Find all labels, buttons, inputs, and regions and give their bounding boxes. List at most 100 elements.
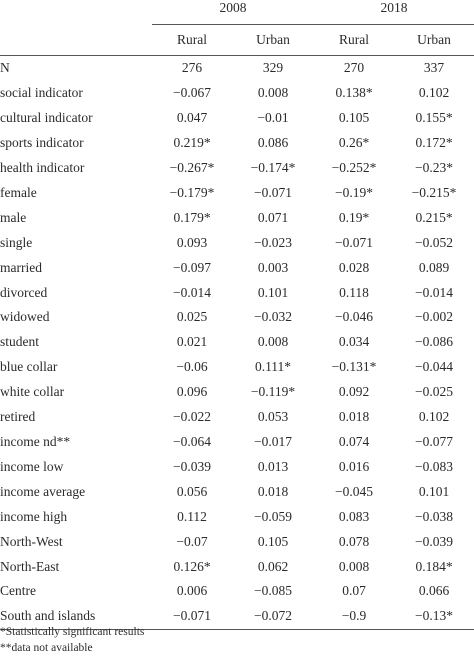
year-2018-header: 2018 bbox=[314, 0, 474, 26]
table-cell: −0.046 bbox=[335, 309, 373, 325]
table-row: single 0.093 −0.023 −0.071 −0.052 bbox=[0, 231, 474, 256]
row-label: income high bbox=[0, 508, 68, 524]
table-cell: 0.219* bbox=[173, 135, 211, 151]
table-row: blue collar −0.06 0.111* −0.131* −0.044 bbox=[0, 355, 474, 380]
row-label: student bbox=[0, 334, 39, 350]
table-row: social indicator −0.067 0.008 0.138* 0.102 bbox=[0, 81, 474, 106]
row-label: South and islands bbox=[0, 604, 152, 631]
table-cell: 0.021 bbox=[176, 334, 208, 350]
table-row: student 0.021 0.008 0.034 −0.086 bbox=[0, 330, 474, 355]
table-row: income low −0.039 0.013 0.016 −0.083 bbox=[0, 455, 474, 480]
table-row: married −0.097 0.003 0.028 0.089 bbox=[0, 256, 474, 281]
year-header-row: 2008 2018 bbox=[0, 0, 474, 26]
table-cell: 0.003 bbox=[257, 259, 289, 275]
row-label: cultural indicator bbox=[0, 110, 93, 126]
table-cell: 0.105 bbox=[338, 110, 370, 126]
table-cell: 0.008 bbox=[257, 334, 289, 350]
row-label: Centre bbox=[0, 583, 36, 599]
table-cell: −0.038 bbox=[415, 508, 453, 524]
table-notes: *Statistically significant results **dat… bbox=[0, 624, 144, 656]
table-cell: 0.102 bbox=[418, 85, 450, 101]
table-cell: −0.06 bbox=[176, 359, 208, 375]
table-cell: 0.26* bbox=[338, 135, 370, 151]
table-cell: 0.086 bbox=[257, 135, 289, 151]
table-row: cultural indicator 0.047 −0.01 0.105 0.155* bbox=[0, 106, 474, 131]
table-cell: 0.096 bbox=[176, 384, 208, 400]
table-cell: −0.039 bbox=[173, 458, 211, 474]
table-cell: 276 bbox=[181, 60, 203, 76]
table-row: income nd** −0.064 −0.017 0.074 −0.077 bbox=[0, 430, 474, 455]
correlation-table-container: 2008 2018 Rural Urban Rural Urban N 276 32… bbox=[0, 0, 474, 631]
table-cell: 0.028 bbox=[338, 259, 370, 275]
table-cell: 0.092 bbox=[338, 384, 370, 400]
table-cell: 0.138* bbox=[335, 85, 373, 101]
row-label: income low bbox=[0, 458, 64, 474]
table-cell: −0.045 bbox=[335, 483, 373, 499]
table-cell: 0.066 bbox=[418, 583, 450, 599]
table-cell: −0.002 bbox=[415, 309, 453, 325]
table-cell: 0.034 bbox=[338, 334, 370, 350]
table-row: North-West −0.07 0.105 0.078 −0.039 bbox=[0, 530, 474, 555]
row-label: retired bbox=[0, 409, 36, 425]
table-row: male 0.179* 0.071 0.19* 0.215* bbox=[0, 206, 474, 231]
table-cell: 0.078 bbox=[338, 533, 370, 549]
row-label: female bbox=[0, 184, 37, 200]
table-cell: 0.155* bbox=[415, 110, 453, 126]
table-cell: −0.086 bbox=[415, 334, 453, 350]
row-label: North-West bbox=[0, 533, 63, 549]
table-cell: −0.044 bbox=[415, 359, 453, 375]
table-cell: −0.022 bbox=[173, 409, 211, 425]
row-label: income nd** bbox=[0, 433, 71, 449]
table-cell: 0.053 bbox=[257, 409, 289, 425]
data-not-available-note: **data not available bbox=[0, 642, 93, 654]
table-cell: −0.059 bbox=[254, 508, 292, 524]
table-cell: 0.008 bbox=[257, 85, 289, 101]
table-cell: 0.013 bbox=[257, 458, 289, 474]
table-cell: 0.111* bbox=[254, 359, 292, 375]
table-cell: 329 bbox=[262, 60, 284, 76]
column-header-2018-urban: Urban bbox=[394, 24, 474, 57]
table-cell: −0.071 bbox=[335, 234, 373, 250]
significance-note: *Statistically significant results bbox=[0, 626, 145, 638]
table-cell: 337 bbox=[423, 60, 445, 76]
table-cell: 0.215* bbox=[415, 209, 453, 225]
table-cell: −0.23* bbox=[415, 160, 453, 176]
table-row: divorced −0.014 0.101 0.118 −0.014 bbox=[0, 281, 474, 306]
table-row: N 276 329 270 337 bbox=[0, 56, 474, 81]
row-label: blue collar bbox=[0, 359, 58, 375]
table-cell: −0.252* bbox=[331, 160, 377, 176]
row-label: married bbox=[0, 259, 42, 275]
table-cell: 0.172* bbox=[415, 135, 453, 151]
table-cell: 0.126* bbox=[173, 558, 211, 574]
table-row: South and islands −0.071 −0.072 −0.9 −0.13* bbox=[0, 604, 474, 631]
table-cell: 0.062 bbox=[257, 558, 289, 574]
correlation-table: 2008 2018 Rural Urban Rural Urban N 276 32… bbox=[0, 0, 474, 631]
table-cell: −0.131* bbox=[331, 359, 377, 375]
table-cell: −0.174* bbox=[250, 160, 296, 176]
row-label: single bbox=[0, 234, 33, 250]
table-row: income high 0.112 −0.059 0.083 −0.038 bbox=[0, 505, 474, 530]
table-row: female −0.179* −0.071 −0.19* −0.215* bbox=[0, 181, 474, 206]
table-cell: −0.083 bbox=[415, 458, 453, 474]
row-label: male bbox=[0, 209, 27, 225]
table-cell: 0.102 bbox=[418, 409, 450, 425]
row-label: widowed bbox=[0, 309, 50, 325]
table-cell: 0.025 bbox=[176, 309, 208, 325]
table-cell: −0.071 bbox=[152, 604, 232, 631]
table-cell: 0.074 bbox=[338, 433, 370, 449]
table-cell: 0.19* bbox=[338, 209, 370, 225]
table-row: health indicator −0.267* −0.174* −0.252* −0.… bbox=[0, 156, 474, 181]
table-cell: −0.085 bbox=[254, 583, 292, 599]
table-cell: −0.014 bbox=[173, 284, 211, 300]
table-cell: 0.018 bbox=[257, 483, 289, 499]
table-cell: 0.083 bbox=[338, 508, 370, 524]
table-cell: −0.9 bbox=[314, 604, 394, 631]
table-cell: 0.101 bbox=[418, 483, 450, 499]
table-cell: −0.19* bbox=[335, 184, 373, 200]
table-cell: 0.006 bbox=[176, 583, 208, 599]
area-header-row: Rural Urban Rural Urban bbox=[0, 24, 474, 57]
row-label: North-East bbox=[0, 558, 60, 574]
table-cell: −0.119* bbox=[250, 384, 296, 400]
table-cell: −0.179* bbox=[169, 184, 215, 200]
table-row: Centre 0.006 −0.085 0.07 0.066 bbox=[0, 579, 474, 604]
